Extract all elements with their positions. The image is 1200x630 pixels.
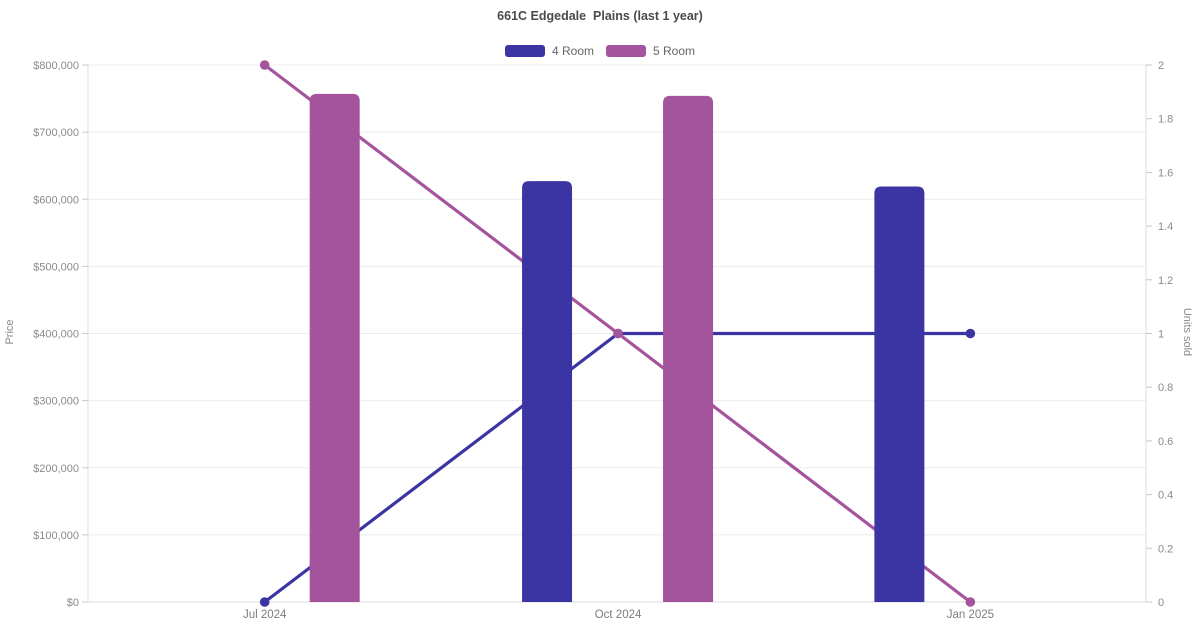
units-point-5-room[interactable] — [259, 60, 270, 70]
left-axis-tick-label: $200,000 — [33, 463, 79, 475]
left-axis-tick-label: $100,000 — [33, 530, 79, 542]
chart-title: 661C Edgedale Plains (last 1 year) — [497, 9, 703, 23]
left-axis-tick-label: $700,000 — [33, 127, 79, 139]
legend-item-4-room[interactable]: 4 Room — [504, 44, 594, 58]
legend-label-5-room: 5 Room — [653, 44, 696, 58]
price-bar-4-room-jan-2025[interactable] — [874, 186, 925, 602]
right-axis-tick-label: 1.4 — [1158, 221, 1173, 233]
right-axis-tick-label: 2 — [1158, 60, 1164, 72]
right-axis-tick-label: 1.6 — [1158, 167, 1173, 179]
units-point-4-room[interactable] — [965, 328, 976, 339]
left-axis-tick-label: $400,000 — [33, 329, 79, 341]
left-axis-tick-label: $0 — [67, 597, 79, 609]
units-point-4-room[interactable] — [259, 597, 270, 607]
right-axis-tick-label: 0.2 — [1158, 543, 1173, 555]
left-axis-tick-label: $300,000 — [33, 396, 79, 408]
right-axis-tick-label: 1.2 — [1158, 275, 1173, 287]
x-axis-label-jan-2025: Jan 2025 — [947, 609, 994, 621]
right-axis-tick-label: 0.6 — [1158, 436, 1173, 448]
legend-label-4-room: 4 Room — [551, 44, 594, 58]
right-axis-tick-label: 1 — [1158, 329, 1164, 341]
units-point-5-room[interactable] — [613, 328, 623, 339]
legend-swatch-4-room-icon — [504, 45, 545, 57]
right-axis-tick-label: 0.8 — [1158, 382, 1173, 394]
right-axis-tick-label: 0.4 — [1158, 490, 1173, 502]
legend-item-5-room[interactable]: 5 Room — [606, 44, 695, 58]
right-axis-tick-label: 0 — [1158, 597, 1164, 609]
legend: 4 Room 5 Room — [0, 43, 1200, 59]
units-point-5-room[interactable] — [965, 597, 976, 607]
x-axis-label-oct-2024: Oct 2024 — [595, 609, 642, 621]
left-axis-tick-label: $600,000 — [33, 194, 79, 206]
legend-swatch-5-room-icon — [606, 45, 646, 57]
x-axis-label-jul-2024: Jul 2024 — [243, 609, 287, 621]
right-axis-tick-label: 1.8 — [1158, 114, 1173, 126]
left-axis-tick-label: $800,000 — [33, 60, 79, 72]
price-bar-5-room-oct-2024[interactable] — [663, 95, 714, 602]
price-bar-5-room-jul-2024[interactable] — [309, 93, 360, 603]
price-bar-4-room-oct-2024[interactable] — [522, 181, 573, 602]
left-axis-tick-label: $500,000 — [33, 261, 79, 273]
